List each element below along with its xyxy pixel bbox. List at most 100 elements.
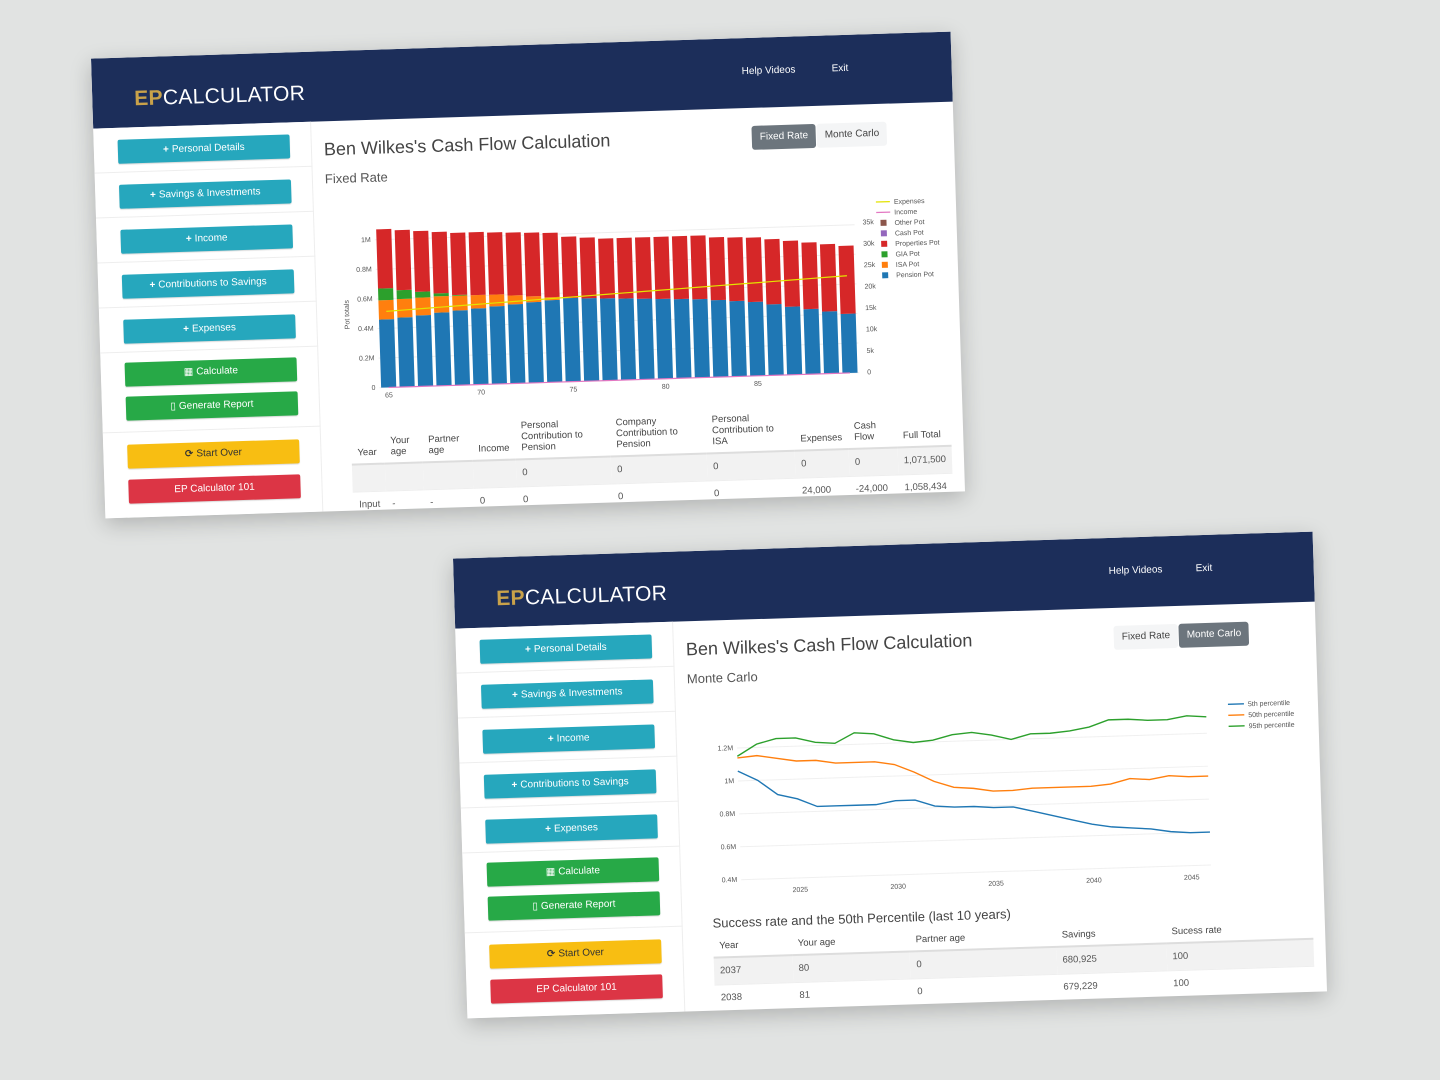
bar-segment — [784, 306, 803, 375]
y-tick-label: 1.2M — [717, 745, 733, 752]
bar-segment — [524, 232, 542, 297]
expenses-button[interactable]: + Expenses — [123, 314, 296, 344]
bar-segment — [489, 306, 507, 385]
y-tick-label: 0.6M — [357, 296, 373, 303]
table-cell: 1,071,500 — [897, 445, 953, 475]
y2-tick-label: 30k — [863, 241, 875, 248]
personal-details-button[interactable]: + Personal Details — [479, 634, 653, 664]
column-header: Year — [712, 933, 793, 958]
savings-investments-button[interactable]: + Savings & Investments — [480, 679, 654, 709]
table-cell: 1,058,434 — [898, 472, 954, 502]
bar-segment — [764, 238, 782, 305]
table-cell: -24,000 — [850, 501, 900, 519]
gridline — [738, 765, 1208, 782]
generate-report-button[interactable]: ▯ Generate Report — [487, 891, 661, 921]
table-cell: 350 — [517, 510, 614, 519]
expenses-button[interactable]: + Expenses — [485, 814, 658, 844]
help-videos-link[interactable]: Help Videos — [1108, 564, 1163, 578]
fixed-rate-toggle[interactable]: Fixed Rate — [751, 123, 817, 150]
refresh-icon: ⟳ — [546, 948, 556, 960]
table-cell: - — [424, 514, 476, 519]
sidebar: + Personal Details + Savings & Investments… — [93, 121, 324, 519]
table-cell: Input — [352, 490, 387, 519]
legend-swatch — [881, 240, 888, 247]
y2-tick-label: 10k — [866, 326, 878, 333]
table-cell: 0 — [706, 450, 796, 481]
generate-report-button[interactable]: ▯ Generate Report — [125, 391, 299, 421]
start-over-button[interactable]: ⟳ Start Over — [127, 439, 300, 469]
bar-segment — [433, 292, 449, 297]
fixed-rate-toggle[interactable]: Fixed Rate — [1113, 623, 1179, 650]
page-subtitle: Fixed Rate — [324, 169, 388, 187]
monte-carlo-toggle[interactable]: Monte Carlo — [1178, 621, 1250, 648]
gridline — [740, 831, 1210, 848]
ep-calculator-101-button[interactable]: EP Calculator 101 — [490, 974, 663, 1004]
bar-segment — [671, 235, 690, 300]
bar-segment — [710, 299, 729, 378]
bar-segment — [450, 232, 468, 296]
bar-segment — [801, 242, 819, 310]
table-cell: 2022 — [353, 517, 388, 519]
series-line — [388, 372, 851, 389]
contributions-button[interactable]: + Contributions to Savings — [121, 269, 295, 299]
calculate-button[interactable]: ▦ Calculate — [486, 857, 660, 887]
bar-segment — [378, 299, 395, 320]
app-logo[interactable]: EPCALCULATOR — [495, 581, 668, 611]
savings-investments-button[interactable]: + Savings & Investments — [118, 179, 292, 209]
y-tick-label: 0.6M — [721, 844, 737, 851]
calculate-button[interactable]: ▦ Calculate — [124, 357, 298, 387]
table-cell: 1,045,283 — [898, 499, 955, 519]
contributions-button[interactable]: + Contributions to Savings — [483, 769, 657, 799]
exit-link[interactable]: Exit — [831, 62, 849, 75]
column-header: Your age — [383, 418, 423, 464]
legend-swatch — [881, 261, 888, 268]
legend-label: 50th percentile — [1248, 711, 1294, 719]
table-cell: 2039 — [715, 1009, 795, 1019]
start-over-button[interactable]: ⟳ Start Over — [489, 939, 662, 969]
series-line — [386, 275, 847, 312]
income-button[interactable]: + Income — [120, 224, 294, 254]
bar-segment — [616, 237, 634, 299]
gridline — [737, 732, 1207, 749]
x-tick-label: 2025 — [792, 887, 808, 894]
monte-carlo-toggle[interactable]: Monte Carlo — [816, 121, 888, 148]
help-videos-link[interactable]: Help Videos — [741, 64, 796, 78]
table-cell: 0 — [707, 477, 797, 508]
ep-calculator-101-button[interactable]: EP Calculator 101 — [128, 474, 301, 504]
legend-label: Other Pot — [894, 219, 924, 227]
table-cell: 672,017 — [1057, 997, 1169, 1019]
y-tick-label: 1M — [724, 778, 734, 785]
table-cell: 2037 — [713, 955, 794, 985]
app-logo[interactable]: EPCALCULATOR — [133, 81, 306, 111]
plus-icon: + — [182, 323, 190, 335]
bar-segment — [433, 295, 450, 313]
personal-details-button[interactable]: + Personal Details — [117, 134, 291, 164]
bar-segment — [396, 298, 413, 318]
column-header: Year — [350, 419, 385, 465]
bar-segment — [397, 317, 415, 388]
table-cell: 0 — [611, 480, 709, 511]
bar-segment — [692, 298, 710, 378]
document-icon: ▯ — [170, 401, 177, 413]
bar-segment — [544, 299, 563, 383]
monte-carlo-screen: EPCALCULATOR Help Videos Exit + Personal … — [452, 531, 1328, 1019]
y-tick-label: 0 — [371, 385, 375, 392]
bar-segment — [634, 237, 653, 299]
bar-segment — [468, 231, 486, 296]
bar-segment — [507, 295, 523, 305]
plus-icon: + — [185, 233, 192, 245]
table-cell: 65 — [386, 516, 426, 519]
column-header: Personal Contribution to ISA — [705, 406, 795, 454]
income-button[interactable]: + Income — [482, 724, 656, 754]
x-tick-label: 2030 — [890, 884, 906, 891]
x-tick-label: 85 — [754, 381, 762, 388]
exit-link[interactable]: Exit — [1195, 562, 1213, 575]
y-tick-label: 0.8M — [356, 267, 372, 274]
table-cell: 0 — [708, 504, 798, 519]
table-cell: 680,925 — [1056, 943, 1167, 974]
table-cell: 100 — [1166, 965, 1316, 998]
bar-segment — [563, 297, 581, 382]
calculator-icon: ▦ — [545, 866, 556, 878]
bar-segment — [599, 298, 618, 381]
x-tick-label: 2045 — [1184, 874, 1200, 881]
